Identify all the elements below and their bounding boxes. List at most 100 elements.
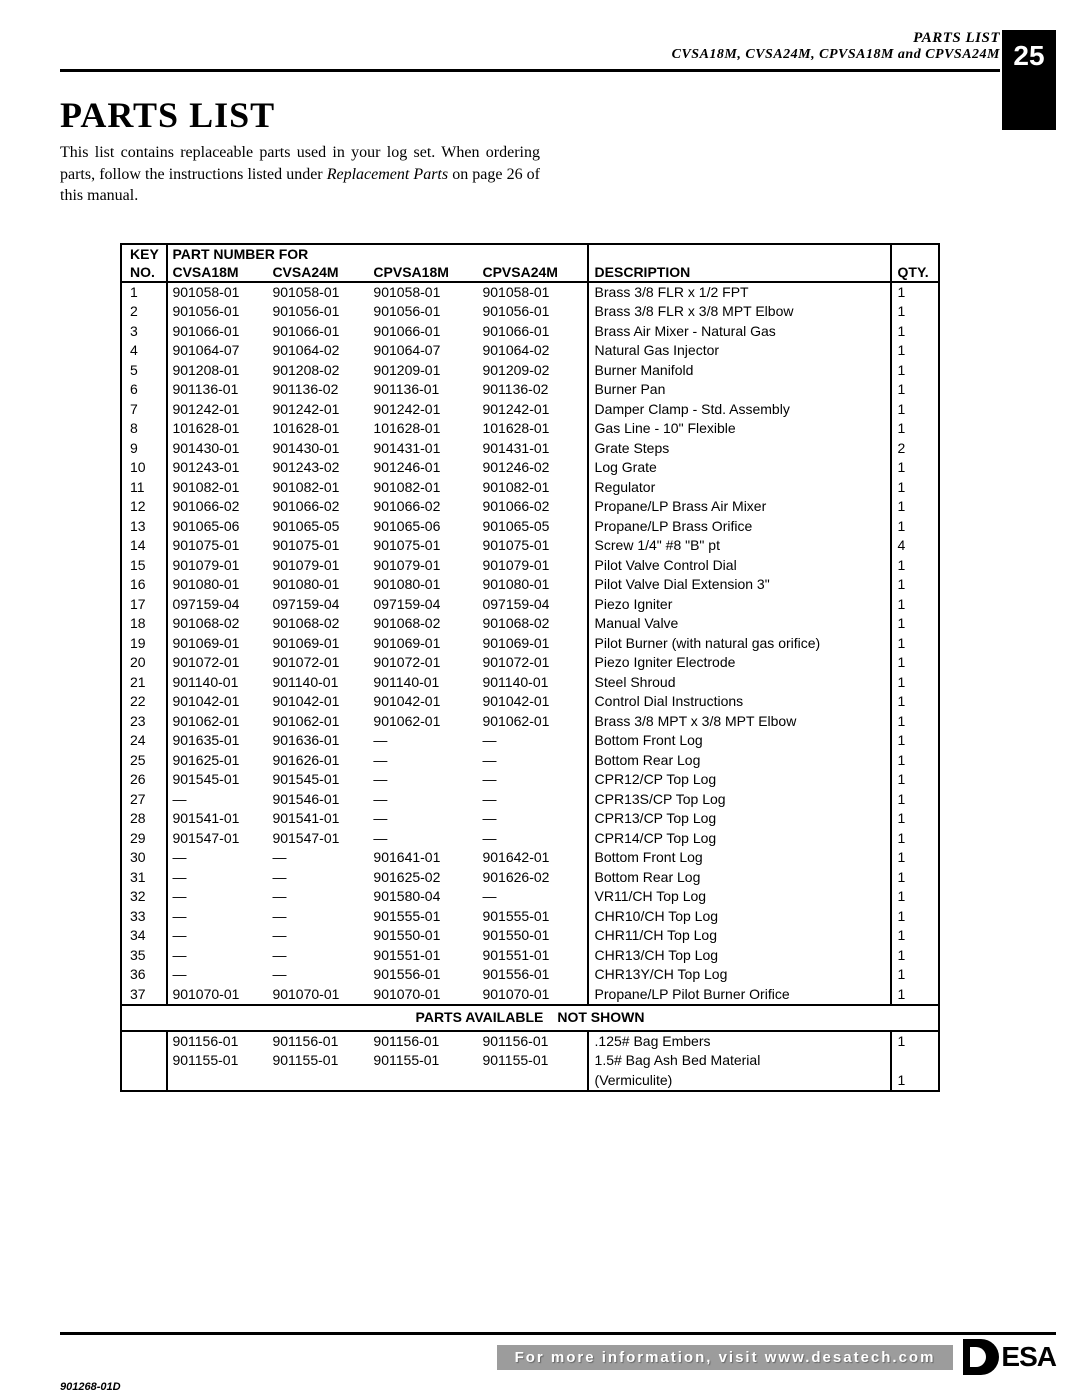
table-cell: 901072-01 — [268, 653, 369, 673]
table-cell: 901042-01 — [167, 692, 268, 712]
hdr-desc: DESCRIPTION — [588, 263, 891, 282]
table-row: 18901068-02901068-02901068-02901068-02Ma… — [121, 614, 939, 634]
table-cell: 901070-01 — [167, 985, 268, 1006]
parts-table: KEY PART NUMBER FOR NO. CVSA18M CVSA24M … — [120, 243, 940, 1093]
table-cell: 4 — [121, 341, 167, 361]
table-cell: 901056-01 — [369, 302, 478, 322]
table-cell — [369, 1071, 478, 1092]
table-row: 10901243-01901243-02901246-01901246-02Lo… — [121, 458, 939, 478]
table-cell: 901545-01 — [268, 770, 369, 790]
table-cell: 1 — [891, 361, 940, 381]
main-heading: PARTS LIST — [60, 94, 1000, 136]
table-cell: 9 — [121, 439, 167, 459]
table-cell: 901136-02 — [268, 380, 369, 400]
table-cell: — — [369, 731, 478, 751]
table-cell: 901069-01 — [478, 634, 587, 654]
table-cell: 7 — [121, 400, 167, 420]
table-cell: .125# Bag Embers — [588, 1031, 891, 1052]
footer: For more information, visit www.desatech… — [60, 1332, 1056, 1375]
table-cell: — — [167, 907, 268, 927]
table-cell: 097159-04 — [167, 595, 268, 615]
table-cell: Propane/LP Pilot Burner Orifice — [588, 985, 891, 1006]
table-cell: CPR13S/CP Top Log — [588, 790, 891, 810]
table-cell: — — [268, 965, 369, 985]
table-cell: 101628-01 — [268, 419, 369, 439]
table-cell: 901079-01 — [478, 556, 587, 576]
section-label: PARTS AVAILABLE NOT SHOWN — [121, 1005, 939, 1031]
table-cell: — — [369, 790, 478, 810]
table-cell: — — [268, 848, 369, 868]
header-small-title: PARTS LIST — [60, 30, 1000, 47]
table-cell: 901065-06 — [167, 517, 268, 537]
hdr-c3: CPVSA18M — [369, 263, 478, 282]
table-cell: 901082-01 — [369, 478, 478, 498]
table-cell: 097159-04 — [369, 595, 478, 615]
table-cell: 901431-01 — [478, 439, 587, 459]
table-cell: CPR12/CP Top Log — [588, 770, 891, 790]
table-cell: CHR10/CH Top Log — [588, 907, 891, 927]
table-row: 34——901550-01901550-01CHR11/CH Top Log1 — [121, 926, 939, 946]
table-cell: 901080-01 — [478, 575, 587, 595]
table-cell: 18 — [121, 614, 167, 634]
table-cell: 901075-01 — [369, 536, 478, 556]
table-cell: 901541-01 — [167, 809, 268, 829]
desa-logo: ESA — [963, 1339, 1056, 1375]
table-cell: 1 — [891, 1071, 940, 1092]
table-row: 8101628-01101628-01101628-01101628-01Gas… — [121, 419, 939, 439]
table-cell: 901209-01 — [369, 361, 478, 381]
table-cell: 901635-01 — [167, 731, 268, 751]
table-cell: 1 — [891, 770, 940, 790]
table-cell: 12 — [121, 497, 167, 517]
table-cell: 1 — [891, 517, 940, 537]
header-rule — [60, 69, 1000, 72]
table-cell: 901547-01 — [167, 829, 268, 849]
table-cell: 901156-01 — [167, 1031, 268, 1052]
table-cell: Log Grate — [588, 458, 891, 478]
table-cell: CHR13Y/CH Top Log — [588, 965, 891, 985]
table-cell: Pilot Burner (with natural gas orifice) — [588, 634, 891, 654]
table-cell: 1 — [891, 790, 940, 810]
table-cell: — — [478, 887, 587, 907]
table-cell — [891, 1051, 940, 1071]
table-cell: 901080-01 — [167, 575, 268, 595]
table-cell: — — [268, 887, 369, 907]
hdr-c1: CVSA18M — [167, 263, 268, 282]
table-cell: 901056-01 — [478, 302, 587, 322]
table-cell: 901430-01 — [167, 439, 268, 459]
table-cell: 1 — [891, 302, 940, 322]
table-cell: 4 — [891, 536, 940, 556]
table-row: 35——901551-01901551-01CHR13/CH Top Log1 — [121, 946, 939, 966]
table-cell: Piezo Igniter Electrode — [588, 653, 891, 673]
table-cell: 1 — [891, 907, 940, 927]
table-cell: — — [167, 887, 268, 907]
table-cell: 27 — [121, 790, 167, 810]
table-cell: 901070-01 — [268, 985, 369, 1006]
table-cell: 1 — [891, 458, 940, 478]
table-cell: Propane/LP Brass Orifice — [588, 517, 891, 537]
table-cell: 901547-01 — [268, 829, 369, 849]
table-cell: 26 — [121, 770, 167, 790]
table-cell: 901136-01 — [369, 380, 478, 400]
table-cell: 901062-01 — [268, 712, 369, 732]
table-cell: 15 — [121, 556, 167, 576]
table-cell: 901066-02 — [478, 497, 587, 517]
table-cell: 901155-01 — [478, 1051, 587, 1071]
table-row: 17097159-04097159-04097159-04097159-04Pi… — [121, 595, 939, 615]
table-cell: 901209-02 — [478, 361, 587, 381]
table-row: 20901072-01901072-01901072-01901072-01Pi… — [121, 653, 939, 673]
table-cell: CPR13/CP Top Log — [588, 809, 891, 829]
table-cell: 1 — [891, 965, 940, 985]
table-cell: 901064-02 — [478, 341, 587, 361]
hdr-key-2: NO. — [121, 263, 167, 282]
table-cell: 901080-01 — [369, 575, 478, 595]
table-cell: 901068-02 — [369, 614, 478, 634]
table-cell — [121, 1071, 167, 1092]
table-cell: 901642-01 — [478, 848, 587, 868]
table-cell: 901136-02 — [478, 380, 587, 400]
table-cell: 1 — [891, 478, 940, 498]
table-cell: 901070-01 — [478, 985, 587, 1006]
table-cell: Burner Pan — [588, 380, 891, 400]
table-row: 37901070-01901070-01901070-01901070-01Pr… — [121, 985, 939, 1006]
table-cell: 17 — [121, 595, 167, 615]
table-cell: Regulator — [588, 478, 891, 498]
